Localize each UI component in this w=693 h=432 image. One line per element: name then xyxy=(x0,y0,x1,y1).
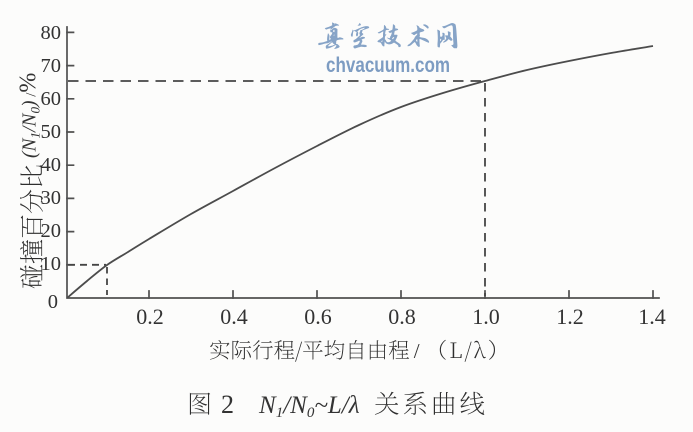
svg-text:60: 60 xyxy=(41,88,62,110)
svg-text:0: 0 xyxy=(48,291,58,313)
svg-text:1.4: 1.4 xyxy=(638,304,666,329)
svg-text:2: 2 xyxy=(221,390,234,419)
svg-text:70: 70 xyxy=(41,55,62,77)
svg-text:50: 50 xyxy=(41,121,62,143)
svg-text:20: 20 xyxy=(41,220,62,242)
svg-text:1.2: 1.2 xyxy=(556,304,584,329)
svg-text:1.0: 1.0 xyxy=(472,304,500,329)
svg-text:0.8: 0.8 xyxy=(388,304,416,329)
svg-text:0.4: 0.4 xyxy=(220,304,248,329)
svg-text:chvacuum.com: chvacuum.com xyxy=(326,54,450,77)
svg-text:30: 30 xyxy=(41,187,62,209)
svg-text:40: 40 xyxy=(41,154,62,176)
svg-text:0.6: 0.6 xyxy=(304,304,332,329)
svg-text:80: 80 xyxy=(41,22,62,44)
svg-text:0.2: 0.2 xyxy=(136,304,164,329)
svg-text:/: / xyxy=(414,339,420,363)
svg-text:(N1/N0) /%: (N1/N0) /% xyxy=(16,73,43,158)
svg-text:10: 10 xyxy=(41,253,62,275)
